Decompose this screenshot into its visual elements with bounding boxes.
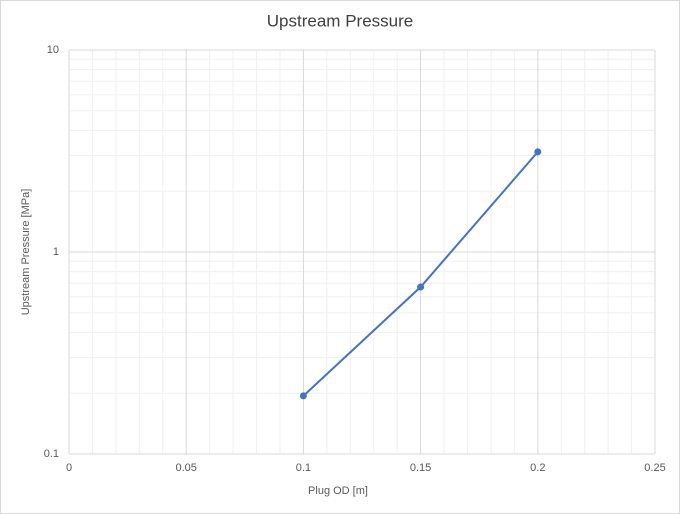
x-axis-label: Plug OD [m] [308, 485, 368, 497]
x-tick-label: 0 [66, 462, 72, 474]
y-tick-label: 10 [47, 44, 59, 56]
y-axis-label: Upstream Pressure [MPa] [20, 189, 32, 316]
chart-title: Upstream Pressure [267, 11, 413, 30]
data-point [534, 148, 542, 156]
data-point [299, 392, 307, 400]
x-tick-label: 0.2 [530, 462, 545, 474]
y-tick-label: 0.1 [44, 448, 59, 460]
x-tick-label: 0.25 [644, 462, 665, 474]
x-tick-label: 0.05 [175, 462, 196, 474]
y-tick-label: 1 [53, 246, 59, 258]
x-tick-label: 0.15 [410, 462, 431, 474]
x-tick-label: 0.1 [296, 462, 311, 474]
data-point [417, 283, 425, 291]
